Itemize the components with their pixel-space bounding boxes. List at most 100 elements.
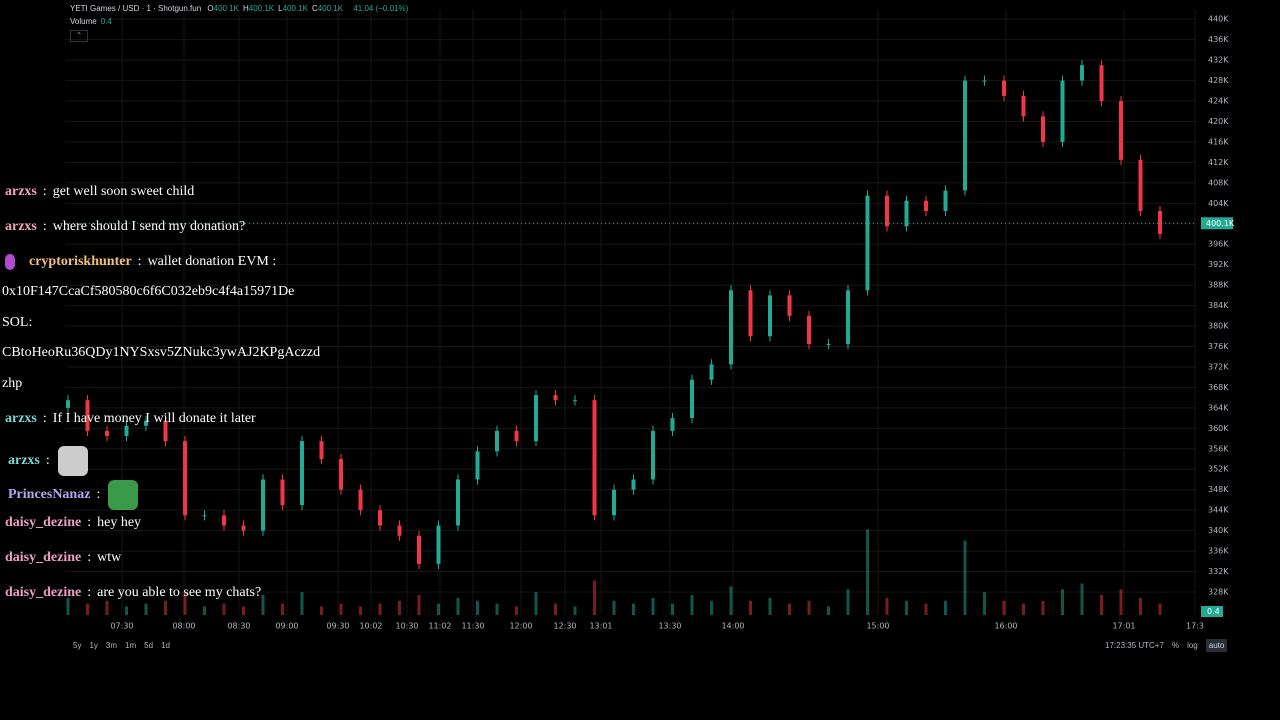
- volume-bar: [164, 600, 167, 615]
- chat-username: arzxs: [5, 411, 37, 426]
- chat-message: daisy_dezine: wtw: [5, 550, 121, 566]
- x-tick-label: 13:01: [589, 622, 612, 631]
- candle-body: [1060, 80, 1065, 142]
- x-tick-label: 09:00: [275, 622, 298, 631]
- volume-bar: [242, 606, 245, 615]
- emote: [57, 446, 88, 476]
- volume-bar: [86, 603, 89, 615]
- chat-continuation: CBtoHeoRu36QDy1NYSxsv5ZNukc3ywAJ2KPgAczz…: [2, 345, 320, 361]
- candle-body: [709, 364, 714, 380]
- y-tick-label: 356K: [1208, 444, 1229, 453]
- ohlc-value: 400.1K: [317, 4, 344, 13]
- y-tick-label: 328K: [1208, 587, 1229, 596]
- volume-bar: [359, 606, 362, 615]
- candle-body: [397, 525, 402, 536]
- volume-bar: [222, 603, 226, 615]
- volume-bar: [671, 603, 674, 615]
- chat-continuation: SOL:: [2, 315, 32, 331]
- ohlc-value: 400.1K: [213, 4, 239, 13]
- volume-bar: [1002, 600, 1006, 615]
- candle-body: [943, 190, 948, 211]
- chart-option[interactable]: %: [1171, 641, 1180, 650]
- volume-bar: [963, 540, 967, 615]
- separator: :: [137, 254, 142, 270]
- candle-body: [982, 80, 987, 82]
- candle-body: [202, 515, 207, 517]
- range-button[interactable]: 1y: [89, 641, 98, 650]
- candle-body: [1041, 116, 1045, 142]
- volume-bar: [1139, 597, 1142, 615]
- candle-body: [495, 430, 499, 452]
- volume-bar: [281, 603, 284, 615]
- volume-bar: [183, 592, 187, 615]
- volume-bar: [788, 603, 791, 615]
- volume-bar: [339, 603, 343, 615]
- chat-username: daisy_dezine: [5, 515, 82, 530]
- y-tick-label: 380K: [1208, 322, 1229, 331]
- volume-value: 0.4: [100, 17, 112, 26]
- volume-bar: [437, 603, 440, 615]
- y-tick-label: 368K: [1208, 383, 1229, 392]
- chat-text: hey hey: [97, 515, 142, 530]
- volume-legend: Volume 0.4: [70, 17, 412, 26]
- candle-body: [1002, 80, 1006, 96]
- candle-body: [846, 290, 850, 344]
- change: 41.04 (−0.01%): [353, 4, 409, 13]
- ohlc-key: C: [311, 4, 318, 13]
- chat-continuation: zhp: [2, 376, 22, 392]
- candle-body: [553, 395, 558, 401]
- volume-bar: [378, 603, 382, 615]
- footer-right: 17:23:35 UTC+7% log auto: [1105, 639, 1243, 652]
- chat-username: arzxs: [5, 219, 37, 234]
- y-tick-label: 364K: [1208, 403, 1229, 412]
- range-button[interactable]: 5y: [73, 641, 82, 650]
- candle-body: [826, 343, 831, 345]
- volume-bar: [66, 597, 70, 615]
- volume-bar: [749, 600, 752, 615]
- chat-username: arzxs: [5, 184, 37, 199]
- y-tick-label: 340K: [1208, 526, 1229, 535]
- collapse-button[interactable]: ⌃: [70, 30, 88, 42]
- volume-bar: [866, 529, 869, 615]
- chat-message: arzxs: get well soon sweet child: [5, 184, 194, 200]
- volume-bar: [651, 597, 655, 615]
- x-tick-label: 09:30: [326, 622, 349, 631]
- chart-option[interactable]: log: [1187, 641, 1198, 650]
- x-tick-label: 15:00: [866, 622, 889, 631]
- chat-overlay: arzxs: get well soon sweet child arzxs: whe…: [0, 0, 400, 620]
- candle-body: [1099, 65, 1104, 102]
- chart-option[interactable]: auto: [1205, 639, 1228, 652]
- chat-text: get well soon sweet child: [52, 184, 195, 199]
- x-tick-label: 12:30: [553, 622, 576, 631]
- y-tick-label: 424K: [1208, 97, 1229, 106]
- y-tick-label: 332K: [1208, 567, 1229, 576]
- candle-body: [612, 489, 616, 516]
- range-button[interactable]: 5d: [144, 641, 154, 650]
- range-button[interactable]: 1d: [161, 641, 170, 650]
- range-button[interactable]: 1m: [125, 641, 137, 650]
- volume-tag-bg: [1201, 606, 1223, 617]
- volume-bar: [515, 606, 518, 615]
- volume-bar: [710, 600, 713, 615]
- candle-body: [670, 418, 675, 431]
- chat-message: arzxs: where should I send my donation?: [5, 219, 245, 235]
- candle-body: [690, 379, 694, 419]
- volume-bar: [261, 595, 265, 615]
- volume-bar: [632, 603, 635, 615]
- chat-username: daisy_dezine: [5, 550, 82, 565]
- x-tick-label: 08:00: [172, 622, 195, 631]
- volume-bar: [612, 600, 616, 615]
- range-button[interactable]: 3m: [105, 641, 118, 650]
- candle-body: [456, 479, 460, 526]
- candle-body: [144, 420, 148, 426]
- y-tick-label: 416K: [1208, 137, 1229, 146]
- x-tick-label: 07:30: [110, 622, 133, 631]
- x-tick-label: 16:00: [994, 622, 1017, 631]
- chat-message: arzxs: If I have money I will donate it l…: [5, 411, 256, 427]
- ohlc-key: H: [243, 4, 249, 13]
- y-tick-label: 336K: [1208, 547, 1229, 556]
- y-tick-label: 440K: [1208, 15, 1229, 24]
- volume-bar: [885, 597, 889, 615]
- y-tick-label: 420K: [1208, 117, 1229, 126]
- separator: :: [42, 184, 47, 199]
